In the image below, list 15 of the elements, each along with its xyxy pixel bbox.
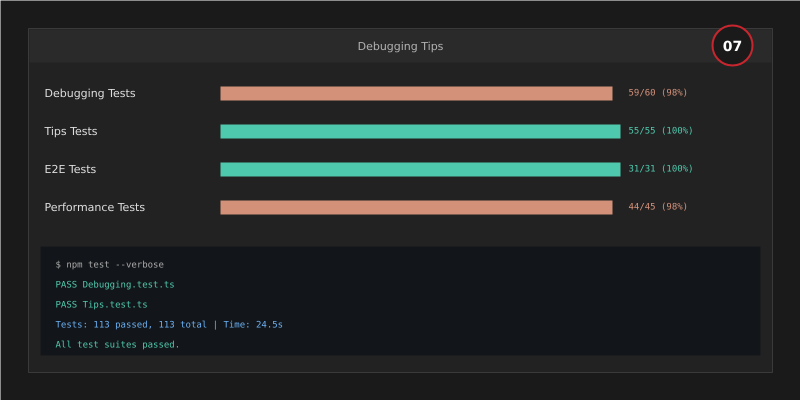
- data-label: 44/45 (98%): [628, 202, 688, 212]
- y-tick-label: Tips Tests: [44, 125, 98, 138]
- chart-title: Debugging Tips: [358, 40, 444, 53]
- text: PASS Tips.test.ts: [56, 300, 148, 310]
- y-tick-label: Debugging Tests: [44, 87, 136, 100]
- data-label: 31/31 (100%): [628, 164, 694, 174]
- text: Tests: 113 passed, 113 total | Time: 24.5s: [56, 320, 284, 330]
- data-label: 55/55 (100%): [628, 126, 694, 136]
- text: PASS Debugging.test.ts: [56, 280, 175, 290]
- y-tick-label: E2E Tests: [44, 163, 97, 176]
- text: All test suites passed.: [56, 340, 180, 350]
- text: $ npm test --verbose: [56, 260, 164, 270]
- data-label: 59/60 (98%): [628, 88, 688, 98]
- text: 07: [722, 39, 742, 55]
- y-tick-label: Performance Tests: [44, 201, 146, 214]
